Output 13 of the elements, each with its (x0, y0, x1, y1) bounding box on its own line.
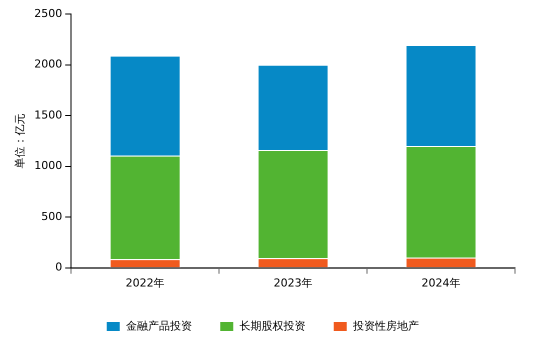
y-tick-label: 2500 (34, 6, 62, 20)
y-tick-label: 1000 (34, 159, 62, 172)
x-tick-label: 2024年 (422, 276, 461, 290)
y-tick-label: 500 (41, 210, 62, 223)
y-tick-label: 2000 (34, 58, 62, 71)
y-axis-title: 单位：亿元 (13, 113, 26, 168)
legend-label: 长期股权投资 (239, 319, 306, 332)
y-tick-label: 1500 (34, 108, 62, 122)
x-tick-label: 2023年 (274, 276, 313, 290)
x-tick-label: 2022年 (126, 276, 165, 290)
y-tick-label: 0 (55, 260, 62, 274)
legend-label: 投资性房地产 (352, 319, 419, 332)
legend-label: 金融产品投资 (126, 319, 192, 332)
